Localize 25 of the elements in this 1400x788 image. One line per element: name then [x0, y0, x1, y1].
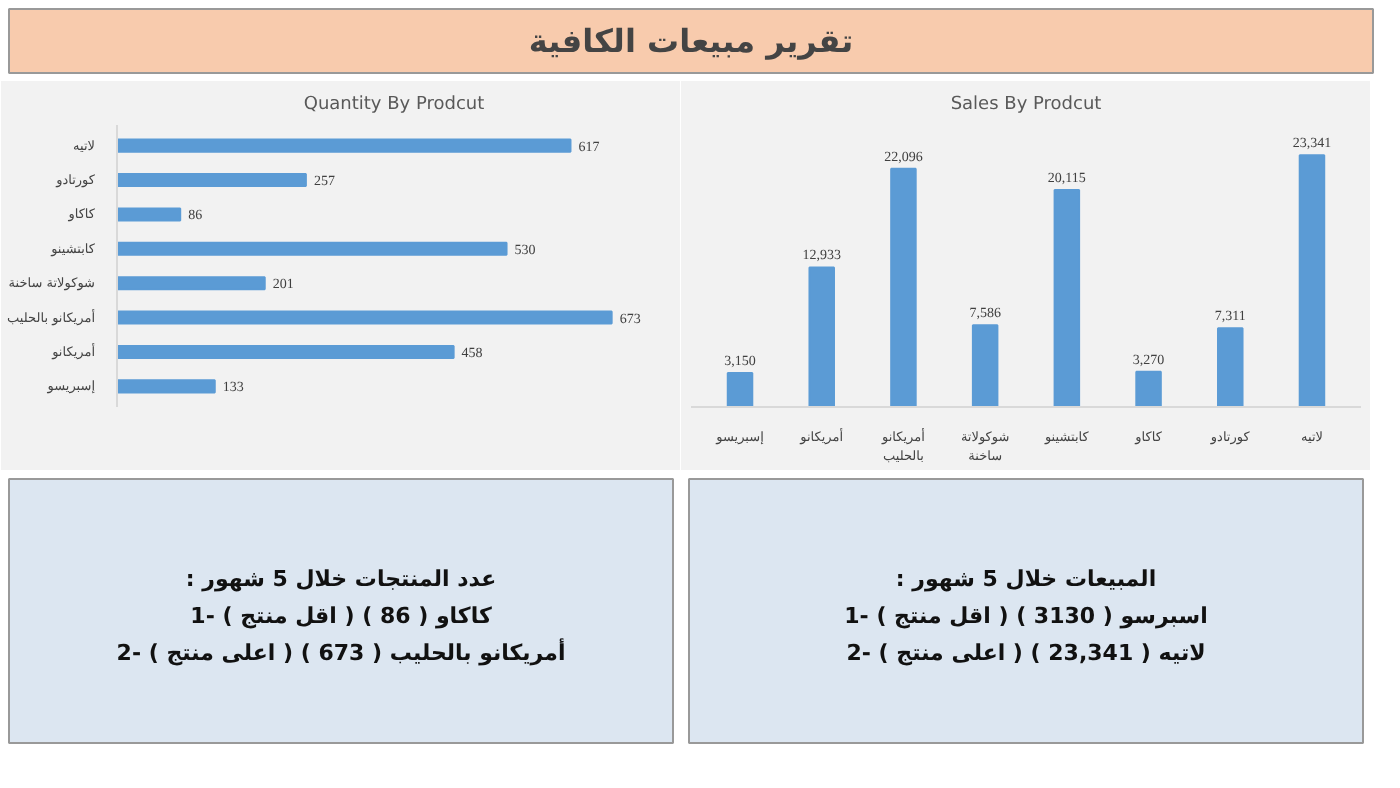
bar	[117, 173, 307, 188]
bar	[117, 276, 266, 291]
chart-title: Sales By Prodcut	[950, 95, 1103, 115]
bar	[117, 207, 182, 222]
bar	[117, 138, 572, 153]
text: أمريكانو بالحليب ( 673 ) ( اعلى منتج ) -2	[116, 638, 566, 667]
text: : المبيعات خلال 5 شهور	[895, 566, 1157, 593]
bar	[726, 372, 754, 407]
text: كاكاو ( 86 ) ( اقل منتج ) -1	[190, 603, 493, 630]
bar	[1217, 327, 1244, 407]
text: : عدد المنتجات خلال 5 شهور	[185, 566, 497, 593]
bar	[971, 324, 999, 407]
bar	[117, 241, 508, 256]
bar	[117, 310, 613, 325]
text: اسبرسو ( 3130 ) ( اقل منتج ) -1	[844, 603, 1208, 630]
text: لاتيه ( 23,341 ) ( اعلى منتج ) -2	[846, 640, 1206, 667]
bar	[117, 379, 216, 394]
chart-title: Quantity By Prodcut	[303, 95, 486, 115]
bar	[1135, 370, 1162, 407]
bar	[1053, 189, 1081, 407]
bar	[808, 266, 835, 407]
bar	[117, 344, 455, 359]
text: تقرير مبيعات الكافية	[528, 22, 854, 60]
bar	[1298, 154, 1326, 407]
bar	[890, 167, 917, 407]
